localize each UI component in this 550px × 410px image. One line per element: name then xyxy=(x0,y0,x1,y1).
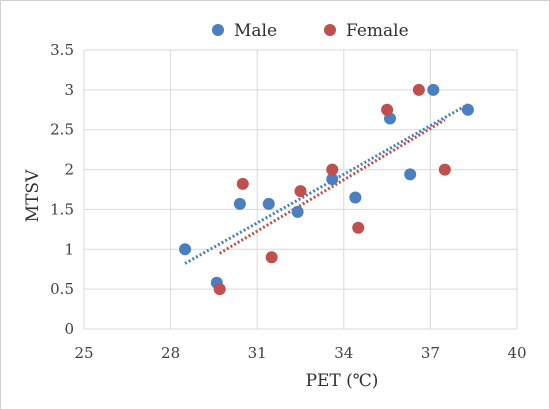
trendline-female xyxy=(218,118,446,255)
y-tick-label: 2 xyxy=(64,161,74,179)
grid xyxy=(83,49,518,330)
point-male xyxy=(404,168,417,181)
y-tick-label: 3.5 xyxy=(50,41,74,59)
x-tick-label: 40 xyxy=(507,344,526,362)
point-female xyxy=(352,221,365,234)
x-tick-label: 31 xyxy=(248,344,267,362)
point-female xyxy=(294,185,307,198)
x-tick-label: 28 xyxy=(161,344,180,362)
point-male xyxy=(427,83,440,96)
point-female xyxy=(236,177,249,190)
legend: Male Female xyxy=(212,21,409,41)
point-male xyxy=(326,173,339,186)
y-tick-label: 2.5 xyxy=(50,121,74,139)
point-male xyxy=(461,103,474,116)
point-male xyxy=(262,197,275,210)
legend-label-male: Male xyxy=(234,21,277,41)
y-tick-label: 1 xyxy=(64,240,74,258)
y-tick-label: 1.5 xyxy=(50,200,74,218)
tick-labels: 0 0.5 1 1.5 2 2.5 3 3.5 25 28 31 34 37 40 xyxy=(50,41,526,362)
x-tick-label: 34 xyxy=(334,344,353,362)
y-tick-label: 0 xyxy=(64,320,74,338)
point-female xyxy=(213,283,226,296)
point-female xyxy=(438,163,451,176)
point-male xyxy=(233,197,246,210)
point-female xyxy=(381,103,394,116)
point-male xyxy=(349,191,362,204)
point-male xyxy=(291,205,304,218)
y-tick-label: 0.5 xyxy=(50,280,74,298)
legend-label-female: Female xyxy=(346,21,409,41)
legend-marker-female xyxy=(324,24,336,36)
point-female xyxy=(265,251,278,264)
legend-marker-male xyxy=(212,24,224,36)
x-tick-label: 25 xyxy=(74,344,93,362)
data-points xyxy=(179,83,474,296)
x-axis-label: PET (℃) xyxy=(306,371,379,391)
trendline-male xyxy=(184,103,469,265)
x-tick-label: 37 xyxy=(421,344,440,362)
point-female xyxy=(412,83,425,96)
y-tick-label: 3 xyxy=(64,81,74,99)
point-female xyxy=(326,163,339,176)
point-male xyxy=(179,243,192,256)
y-axis-label: MTSV xyxy=(23,169,43,222)
trendlines xyxy=(184,103,469,265)
